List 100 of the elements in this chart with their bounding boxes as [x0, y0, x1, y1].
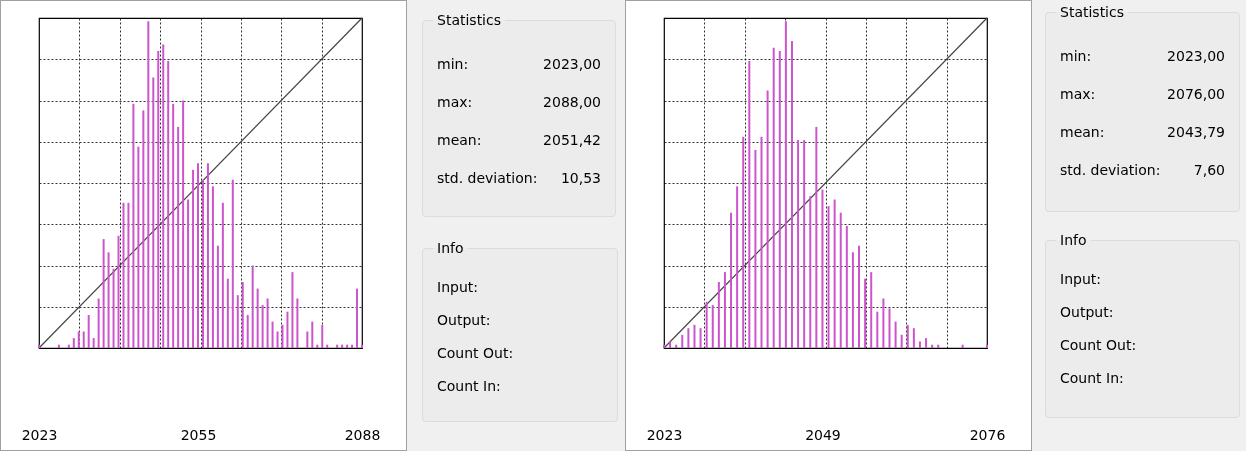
bar — [693, 324, 696, 348]
bar — [97, 298, 100, 348]
bar — [882, 298, 885, 348]
category-label: Input: — [437, 279, 478, 295]
bar — [172, 103, 175, 348]
bar — [766, 90, 769, 348]
text: Info — [1059, 232, 1088, 248]
bar — [711, 305, 714, 348]
category-label: Count In: — [1060, 370, 1124, 386]
x-tick-label: 2023 — [646, 426, 683, 443]
bar — [221, 202, 224, 348]
bar — [699, 328, 702, 348]
category-label: Count Out: — [437, 345, 514, 361]
bar — [256, 288, 259, 348]
bar — [815, 126, 818, 348]
bar — [77, 331, 80, 348]
bar — [296, 298, 299, 348]
bar — [246, 315, 249, 348]
bar — [167, 60, 170, 348]
bar — [742, 136, 745, 348]
bar — [754, 150, 757, 348]
category-label: 7,60 — [1193, 162, 1225, 178]
category-label: 10,53 — [560, 170, 601, 186]
bar — [705, 301, 708, 348]
bar — [356, 288, 359, 348]
bar — [236, 295, 239, 348]
text: Info — [436, 240, 465, 256]
bar — [918, 341, 921, 348]
bar — [137, 146, 140, 348]
bar — [192, 169, 195, 348]
category-label: Count In: — [437, 378, 501, 394]
bar — [851, 252, 854, 348]
category-label: Count Out: — [1060, 337, 1137, 353]
bar — [730, 212, 733, 348]
text: Statistics — [1059, 4, 1125, 20]
bar — [132, 103, 135, 348]
bar — [147, 21, 150, 348]
bar — [182, 100, 185, 348]
bar — [876, 311, 879, 348]
bar — [864, 278, 867, 348]
x-tick-label: 2049 — [805, 426, 841, 443]
bar — [894, 321, 897, 348]
bar — [197, 163, 200, 348]
bar — [152, 77, 155, 348]
bar — [906, 324, 909, 348]
bar — [681, 334, 684, 348]
bar — [790, 41, 793, 348]
category-label: Input: — [1060, 271, 1101, 287]
bar — [321, 324, 324, 348]
bar — [833, 199, 836, 348]
bar — [281, 324, 284, 348]
bar — [162, 44, 165, 348]
bar — [72, 338, 75, 348]
text: Statistics — [436, 12, 502, 28]
category-label: 2043,79 — [1167, 124, 1225, 140]
bar — [142, 110, 145, 348]
bar — [797, 140, 800, 348]
bar — [157, 51, 160, 348]
bar — [87, 315, 90, 348]
bar — [845, 225, 848, 348]
category-label: Output: — [1060, 304, 1114, 320]
x-tick-label: 2023 — [21, 426, 58, 443]
bar — [803, 140, 806, 348]
bar — [827, 206, 830, 348]
bar — [112, 268, 115, 348]
bar — [306, 331, 309, 348]
category-label: min: — [437, 56, 469, 72]
bar — [809, 196, 812, 348]
category-label: 2051,42 — [543, 132, 601, 148]
bar — [900, 334, 903, 348]
x-tick-label: 2088 — [344, 426, 381, 443]
bar — [736, 186, 739, 348]
category-label: mean: — [1060, 124, 1105, 140]
bar — [117, 235, 120, 348]
bar — [925, 338, 928, 348]
bar — [102, 239, 105, 348]
category-label: 2023,00 — [1167, 48, 1225, 64]
category-label: std. deviation: — [1060, 162, 1161, 178]
bar — [107, 252, 110, 348]
bar — [760, 136, 763, 348]
category-label: max: — [1060, 86, 1096, 102]
bar — [261, 305, 264, 348]
bar — [187, 199, 190, 348]
bar — [311, 321, 314, 348]
bar — [266, 298, 269, 348]
bar — [748, 60, 751, 348]
x-tick-label: 2076 — [969, 426, 1006, 443]
bar — [177, 126, 180, 348]
bar — [723, 272, 726, 348]
bar — [870, 272, 873, 348]
bar — [206, 163, 209, 348]
bar — [669, 341, 672, 348]
category-label: Output: — [437, 312, 491, 328]
bar — [241, 282, 244, 348]
bar — [717, 282, 720, 348]
bar — [286, 311, 289, 348]
category-label: min: — [1060, 48, 1092, 64]
category-label: 2076,00 — [1167, 86, 1225, 102]
bar — [772, 47, 775, 348]
bar — [912, 328, 915, 348]
